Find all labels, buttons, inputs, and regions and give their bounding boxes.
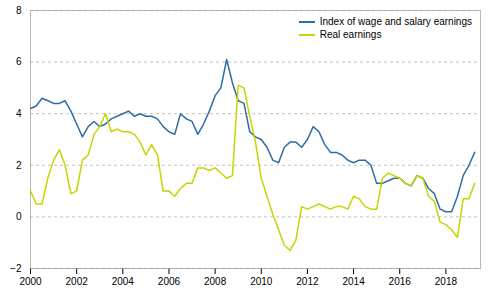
- svg-text:2014: 2014: [342, 276, 365, 287]
- html-text:Real earnings: Real earnings: [319, 29, 382, 40]
- svg-text:4: 4: [16, 108, 22, 119]
- svg-text:2012: 2012: [296, 276, 319, 287]
- svg-text:2002: 2002: [66, 276, 89, 287]
- svg-text:−2: −2: [10, 263, 22, 274]
- svg-text:2008: 2008: [204, 276, 227, 287]
- svg-text:0: 0: [16, 211, 22, 222]
- html-text:Index of wage and salary earni: Index of wage and salary earnings: [319, 16, 472, 27]
- svg-text:2006: 2006: [158, 276, 181, 287]
- svg-text:2016: 2016: [389, 276, 412, 287]
- svg-text:2000: 2000: [19, 276, 42, 287]
- svg-text:8: 8: [16, 5, 22, 16]
- svg-text:2: 2: [16, 160, 22, 171]
- svg-text:2018: 2018: [435, 276, 458, 287]
- svg-text:6: 6: [16, 56, 22, 67]
- svg-text:2004: 2004: [112, 276, 135, 287]
- svg-text:2010: 2010: [250, 276, 273, 287]
